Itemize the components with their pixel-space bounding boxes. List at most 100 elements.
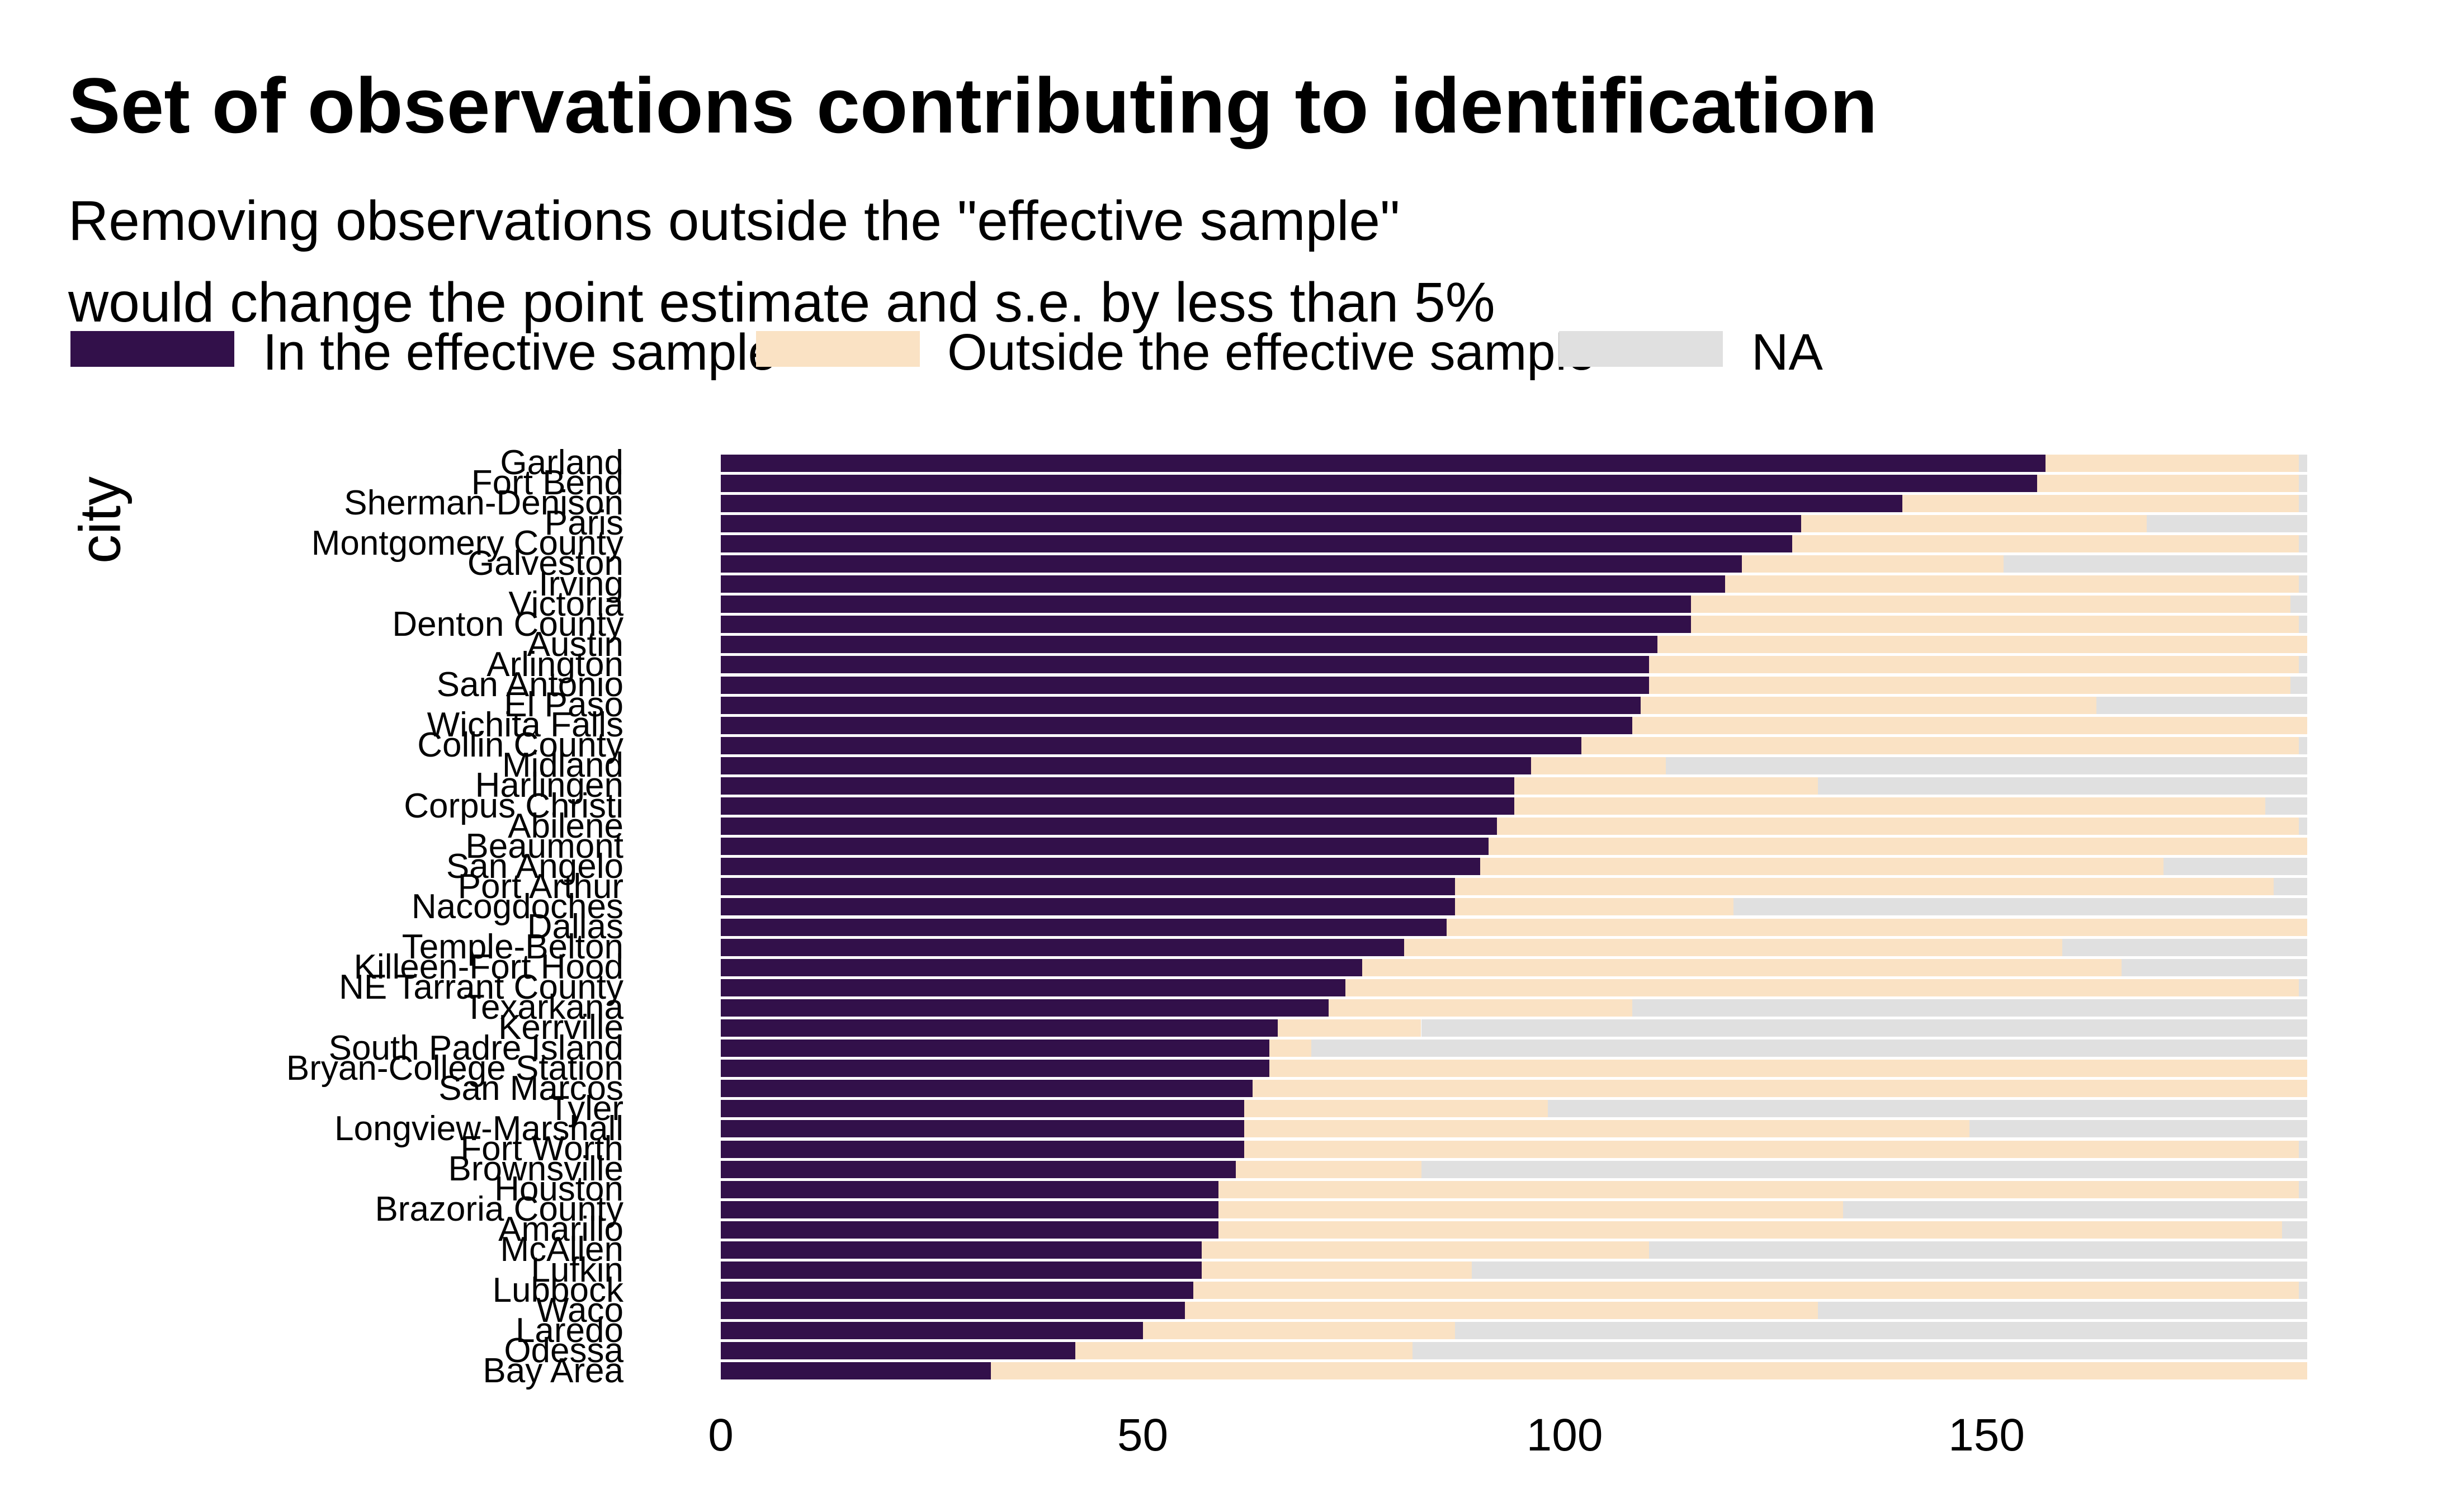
bar-segment-na xyxy=(2003,555,2307,573)
bar-segment-na xyxy=(2163,858,2307,876)
bar-segment-na xyxy=(2298,979,2307,996)
y-tick-label: Midland xyxy=(502,746,623,785)
legend-swatch-outside xyxy=(756,331,920,367)
bar-segment-in-sample xyxy=(721,1362,991,1380)
bar-segment-outside xyxy=(1530,757,1666,774)
bar-segment-outside xyxy=(1202,1241,1649,1259)
legend-label-in-sample: In the effective sample xyxy=(263,324,777,381)
x-tick-label: 100 xyxy=(1526,1410,1603,1461)
bar-segment-outside xyxy=(1142,1322,1455,1340)
bar-segment-na xyxy=(2298,818,2307,835)
bar-segment-in-sample xyxy=(721,818,1498,835)
bar-segment-in-sample xyxy=(721,1302,1185,1320)
y-tick-label: Collin County xyxy=(417,726,623,765)
bar-segment-outside xyxy=(1244,1140,2299,1158)
bar-segment-in-sample xyxy=(721,535,1793,552)
bar-segment-na xyxy=(1311,1040,2307,1057)
bar-segment-in-sample xyxy=(721,1060,1269,1078)
bar-segment-in-sample xyxy=(721,1080,1253,1098)
y-tick-label: Victoria xyxy=(508,584,623,623)
y-tick-label: Waco xyxy=(536,1291,623,1330)
bar-segment-outside xyxy=(1741,555,2004,573)
y-tick-label: Fort Bend xyxy=(471,464,623,503)
legend-swatch-na xyxy=(1559,331,1723,367)
bar-segment-na xyxy=(2062,938,2307,956)
y-tick-label: Beaumont xyxy=(465,826,623,866)
bar-segment-in-sample xyxy=(721,898,1455,916)
bar-segment-na xyxy=(2298,1180,2307,1198)
y-tick-label: Odessa xyxy=(504,1331,623,1370)
chart-title: Set of observations contributing to iden… xyxy=(68,62,1878,149)
bar-segment-in-sample xyxy=(721,514,1801,532)
bar-segment-na xyxy=(2298,474,2307,492)
bar-segment-in-sample xyxy=(721,454,2046,472)
bar-segment-outside xyxy=(1725,575,2299,593)
y-tick-label: Montgomery County xyxy=(311,524,623,563)
y-tick-label: Killeen-Fort Hood xyxy=(353,948,623,987)
bar-segment-in-sample xyxy=(721,696,1641,714)
bar-segment-outside xyxy=(2046,454,2299,472)
bar-segment-outside xyxy=(1075,1342,1413,1360)
bar-segment-in-sample xyxy=(721,838,1489,856)
bar-segment-in-sample xyxy=(721,555,1742,573)
bar-segment-in-sample xyxy=(721,1160,1236,1178)
bar-segment-outside xyxy=(1792,535,2299,552)
y-tick-label: McAllen xyxy=(500,1230,623,1269)
y-tick-label: Nacogdoches xyxy=(411,887,623,926)
y-tick-label: Amarillo xyxy=(498,1210,623,1249)
bar-segment-in-sample xyxy=(721,1241,1202,1259)
bar-segment-na xyxy=(1817,1302,2307,1320)
subtitle-line-2: would change the point estimate and s.e.… xyxy=(68,271,1495,334)
bar-segment-outside xyxy=(1454,898,1733,916)
bar-segment-in-sample xyxy=(721,676,1649,694)
y-tick-label: Texarkana xyxy=(463,988,623,1027)
bar-segment-na xyxy=(2298,494,2307,512)
bar-segment-na xyxy=(2298,1282,2307,1300)
legend-swatch-in-sample xyxy=(70,331,234,367)
bar-segment-in-sample xyxy=(721,1040,1269,1057)
bar-segment-in-sample xyxy=(721,494,1902,512)
bar-segment-na xyxy=(1454,1322,2307,1340)
y-tick-label: Houston xyxy=(494,1170,623,1209)
y-tick-label: Longview-Marshall xyxy=(334,1109,623,1148)
bar-segment-na xyxy=(2281,1221,2307,1239)
y-tick-label: El Paso xyxy=(504,686,623,725)
bar-segment-outside xyxy=(1632,716,2307,734)
y-tick-label: Fort Worth xyxy=(460,1130,623,1168)
chart-subtitle: Removing observations outside the "effec… xyxy=(68,180,1495,343)
bar-segment-outside xyxy=(1801,514,2147,532)
bar-segment-in-sample xyxy=(721,596,1692,613)
bar-segment-outside xyxy=(1514,797,2265,815)
bar-segment-in-sample xyxy=(721,616,1692,634)
y-tick-label: Denton County xyxy=(392,604,623,644)
y-tick-label: Arlington xyxy=(486,645,623,684)
bar-segment-in-sample xyxy=(721,636,1658,654)
bar-segment-outside xyxy=(1218,1180,2299,1198)
subtitle-line-1: Removing observations outside the "effec… xyxy=(68,190,1400,252)
bar-segment-in-sample xyxy=(721,1019,1278,1037)
bar-segment-na xyxy=(1733,898,2307,916)
bar-segment-in-sample xyxy=(721,474,2038,492)
bar-segment-in-sample xyxy=(721,918,1447,936)
bar-segment-na xyxy=(1413,1342,2307,1360)
bar-segment-in-sample xyxy=(721,1180,1219,1198)
bar-segment-na xyxy=(2298,454,2307,472)
bar-segment-in-sample xyxy=(721,999,1329,1017)
y-tick-label: Wichita Falls xyxy=(427,706,623,745)
bar-segment-na xyxy=(1843,1201,2307,1218)
y-tick-label: Galveston xyxy=(467,544,623,583)
bar-segment-outside xyxy=(2037,474,2299,492)
x-tick-label: 50 xyxy=(1117,1410,1169,1461)
y-tick-label: Paris xyxy=(544,504,623,543)
y-tick-label: Kerrville xyxy=(498,1008,623,1047)
bar-segment-in-sample xyxy=(721,1342,1075,1360)
bar-segment-outside xyxy=(1218,1201,1844,1218)
legend-label-outside: Outside the effective sample xyxy=(947,324,1596,381)
bar-segment-outside xyxy=(1235,1160,1421,1178)
y-tick-label: Temple-Belton xyxy=(401,928,623,967)
bar-segment-na xyxy=(2298,1140,2307,1158)
y-tick-label: Dallas xyxy=(527,908,623,947)
bar-segment-na xyxy=(1648,1241,2307,1259)
bar-segment-in-sample xyxy=(721,757,1531,774)
bar-segment-outside xyxy=(1691,616,2299,634)
